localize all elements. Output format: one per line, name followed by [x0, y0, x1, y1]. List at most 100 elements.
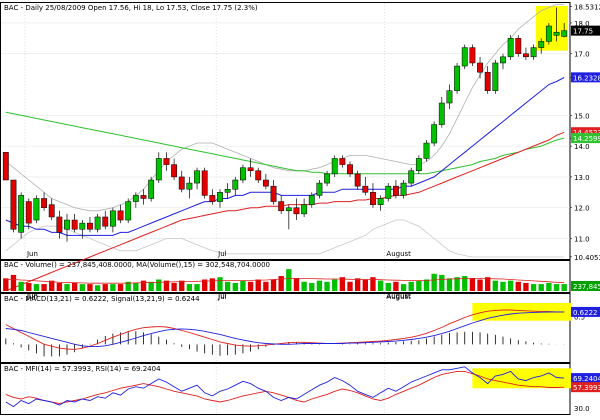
volume-bar-down [523, 282, 529, 291]
volume-bar-up [286, 269, 292, 291]
macd-line [5, 309, 565, 350]
candle-down [87, 222, 93, 230]
candle-up [155, 158, 162, 181]
candle-down [362, 185, 369, 193]
volume-bar-up [156, 279, 162, 291]
candle-up [79, 222, 86, 230]
month-label: Jun [26, 293, 38, 301]
volume-bar-up [217, 277, 223, 291]
candle-up [415, 158, 422, 172]
candle-up [461, 47, 468, 67]
volume-bar-up [431, 273, 437, 291]
candle-up [545, 25, 552, 42]
candle-up [217, 192, 223, 202]
candle-up [492, 62, 499, 91]
candle-up [400, 182, 407, 196]
price-axis-label: 18.5312 [574, 4, 600, 12]
volume-bar-down [3, 278, 9, 291]
candle-down [48, 204, 55, 218]
candle-down [339, 158, 346, 165]
volume-bar-up [64, 284, 70, 291]
month-label: Jul [217, 250, 227, 258]
upper-band-line [5, 4, 565, 212]
volume-bar-up [94, 285, 101, 291]
volume-bar-up [446, 278, 453, 291]
volume-bar-down [293, 278, 300, 291]
volume-bar-up [377, 280, 384, 291]
candle-up [385, 185, 392, 199]
volume-bar-down [49, 280, 55, 291]
mfi-axis-label: 30.0 [574, 405, 590, 413]
macd-badge-label: 0.6222 [573, 309, 598, 317]
candle-up [232, 179, 239, 190]
volume-bar-down [370, 277, 376, 291]
candle-down [392, 185, 399, 196]
month-label: August [386, 250, 411, 258]
candle-down [71, 219, 78, 230]
price-badge-label: 17.75 [573, 28, 593, 36]
stddev-line [5, 219, 565, 258]
volume-bar-down [362, 279, 368, 291]
candle-up [331, 158, 338, 175]
month-label: August [386, 293, 411, 301]
volume-bar-up [79, 284, 85, 291]
month-label: Jul [217, 292, 227, 300]
candle-down [523, 53, 529, 58]
volume-bar-down [393, 281, 399, 291]
price-badge-label: 14.2599 [573, 135, 600, 143]
candle-up [132, 195, 139, 202]
candle-up [18, 195, 25, 233]
candle-down [178, 176, 185, 190]
candle-down [278, 201, 285, 212]
volume-axis-label: 237,845,4 [573, 283, 600, 291]
volume-bar-up [385, 282, 391, 291]
price-axis-label: 14.0 [574, 143, 590, 151]
volume-bar-down [102, 284, 108, 291]
candle-down [515, 38, 522, 54]
candle-up [553, 31, 560, 36]
candle-down [117, 210, 124, 221]
candle-down [2, 152, 9, 181]
candle-up [125, 201, 132, 221]
volume-bar-up [454, 277, 460, 291]
volume-bar-down [10, 274, 17, 291]
volume-bar-up [332, 279, 338, 291]
volume-bar-up [316, 280, 323, 291]
candle-up [64, 219, 70, 230]
volume-bar-up [546, 282, 552, 291]
price-badge-label: 16.2328 [573, 74, 600, 82]
volume-bar-down [140, 280, 147, 291]
candle-down [209, 195, 216, 202]
candle-up [224, 188, 231, 193]
volume-bar-down [347, 281, 353, 291]
candle-up [538, 41, 545, 48]
volume-bar-up [133, 282, 139, 291]
volume-bar-down [354, 278, 361, 291]
rsi-badge [571, 373, 600, 384]
volume-bar-down [163, 280, 170, 291]
candle-up [94, 216, 101, 230]
macd-badge [571, 306, 600, 317]
volume-bar-up [148, 281, 154, 291]
price-badge [571, 72, 600, 83]
volume-bar-down [278, 276, 284, 291]
volume-bar-down [270, 279, 277, 291]
volume-bar-up [224, 281, 231, 291]
price-axis-label: 13.0 [574, 174, 590, 182]
ma-mid-line [5, 77, 565, 236]
candle-down [347, 164, 353, 175]
candle-up [285, 207, 292, 212]
candle-up [240, 167, 246, 181]
volume-bar-up [324, 281, 330, 291]
volume-bar-up [186, 284, 193, 291]
candle-up [301, 204, 308, 215]
price-badge [571, 25, 600, 36]
candle-down [354, 173, 361, 187]
volume-bar-down [87, 284, 93, 291]
month-label: Jun [26, 250, 38, 258]
price-panel-title: BAC - Daily 25/08/2009 Open 17.56, Hi 18… [4, 4, 258, 12]
candle-up [33, 198, 40, 221]
volume-bar-down [117, 284, 124, 291]
volume-bar-down [255, 279, 261, 291]
